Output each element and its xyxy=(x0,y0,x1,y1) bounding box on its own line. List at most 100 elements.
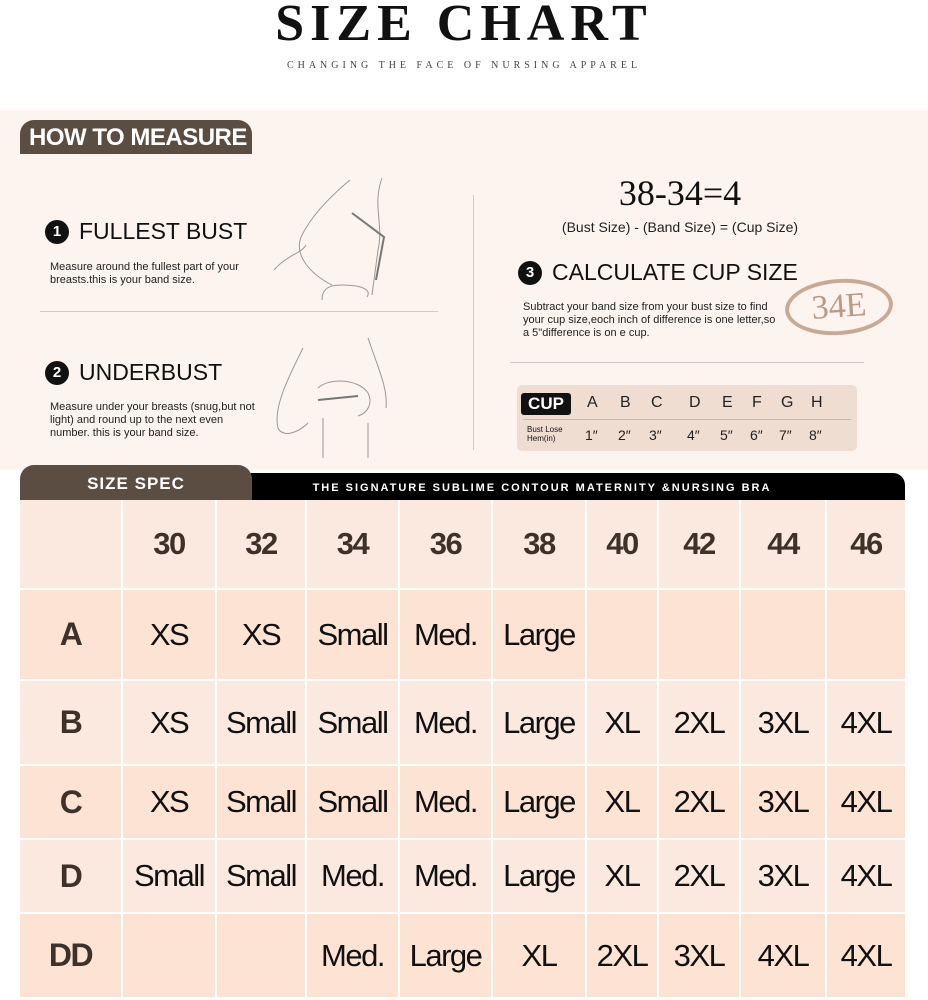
cup-inches: 2″ xyxy=(618,427,631,443)
divider xyxy=(523,419,851,420)
step-title: FULLEST BUST xyxy=(79,218,248,244)
size-cell xyxy=(741,590,825,679)
divider xyxy=(510,362,864,363)
band-header: 36 xyxy=(400,500,491,588)
size-cell: 2XL xyxy=(587,914,657,997)
cup-row-label: DD xyxy=(20,914,121,997)
size-cell: XL xyxy=(493,914,585,997)
size-cell: XL xyxy=(587,681,657,764)
step-description: Subtract your band size from your bust s… xyxy=(523,301,776,339)
size-cell: 3XL xyxy=(741,840,825,912)
cup-letter: G xyxy=(781,394,794,411)
size-cell: Large xyxy=(493,681,585,764)
cup-letter: C xyxy=(651,394,663,411)
cup-letter: F xyxy=(752,394,762,411)
divider xyxy=(40,311,438,312)
size-cell: 4XL xyxy=(741,914,825,997)
step-description: Measure around the fullest part of your … xyxy=(50,261,239,286)
size-cell: 4XL xyxy=(827,840,905,912)
cup-difference-table: CUP Bust Lose Hem(in) A 1″ B 2″ C 3″ D 4″ E 5″ F 6″… xyxy=(517,385,857,451)
size-cell: 3XL xyxy=(741,681,825,764)
size-cell: Small xyxy=(123,840,215,912)
step-number-icon: 3 xyxy=(518,260,542,285)
step-title: CALCULATE CUP SIZE xyxy=(552,259,798,285)
step-number-icon: 2 xyxy=(45,360,69,385)
cup-letter: A xyxy=(587,394,598,411)
corner-cell xyxy=(20,500,121,588)
cup-letter: H xyxy=(811,394,823,411)
band-header: 30 xyxy=(123,500,215,588)
formula-description: (Bust Size) - (Band Size) = (Cup Size) xyxy=(561,219,799,235)
cup-row-label: D xyxy=(20,840,121,912)
size-cell: 2XL xyxy=(659,681,739,764)
formula-example: 38-34=4 xyxy=(618,173,742,213)
cup-label: CUP xyxy=(521,393,571,415)
band-header: 44 xyxy=(741,500,825,588)
size-cell: 3XL xyxy=(659,914,739,997)
size-cell: Large xyxy=(493,840,585,912)
band-header: 42 xyxy=(659,500,739,588)
bust-lose-label: Bust Lose Hem(in) xyxy=(527,425,563,443)
band-header: 38 xyxy=(493,500,585,588)
size-cell: XS xyxy=(123,766,215,838)
size-cell xyxy=(217,914,305,997)
size-cell: Med. xyxy=(400,766,491,838)
size-table: 30 32 34 36 38 40 42 44 46 A XS XS Small Med. Large B XS… xyxy=(20,500,905,997)
size-cell: 3XL xyxy=(741,766,825,838)
size-cell xyxy=(587,590,657,679)
size-cell: XS xyxy=(123,681,215,764)
underbust-illustration-icon xyxy=(276,337,387,458)
page-subtitle: CHANGING THE FACE OF NURSING APPAREL xyxy=(286,60,642,71)
size-cell: 4XL xyxy=(827,681,905,764)
size-cell: Med. xyxy=(307,914,398,997)
size-spec-tab: SIZE SPEC xyxy=(20,465,252,500)
product-name: THE SIGNATURE SUBLIME CONTOUR MATERNITY … xyxy=(312,482,772,494)
cup-letter: D xyxy=(689,394,701,411)
size-cell: Med. xyxy=(307,840,398,912)
size-cell: Small xyxy=(217,840,305,912)
cup-letter: B xyxy=(620,394,631,411)
size-cell: Large xyxy=(493,766,585,838)
fullest-bust-illustration-icon xyxy=(273,177,386,301)
page-title: SIZE CHART xyxy=(275,0,653,52)
cup-row-label: B xyxy=(20,681,121,764)
size-cell: 2XL xyxy=(659,766,739,838)
step-underbust: 2 UNDERBUST xyxy=(45,359,222,386)
size-cell: XS xyxy=(123,590,215,679)
size-cell: XL xyxy=(587,766,657,838)
vertical-divider xyxy=(473,195,474,450)
size-cell xyxy=(123,914,215,997)
cup-inches: 4″ xyxy=(687,427,700,443)
size-cell: 4XL xyxy=(827,766,905,838)
step-fullest-bust: 1 FULLEST BUST xyxy=(45,218,247,245)
step-number-icon: 1 xyxy=(45,219,69,244)
size-cell: Med. xyxy=(400,840,491,912)
size-cell: 2XL xyxy=(659,840,739,912)
band-header: 46 xyxy=(827,500,905,588)
size-cell: 4XL xyxy=(827,914,905,997)
size-cell: Med. xyxy=(400,681,491,764)
size-cell: Small xyxy=(307,681,398,764)
cup-row-label: C xyxy=(20,766,121,838)
band-header: 32 xyxy=(217,500,305,588)
how-to-measure-tab: HOW TO MEASURE xyxy=(20,120,252,154)
step-description: Measure under your breasts (snug,but not… xyxy=(50,401,255,439)
size-cell xyxy=(659,590,739,679)
size-cell: Med. xyxy=(400,590,491,679)
size-cell: Small xyxy=(307,766,398,838)
cup-inches: 7″ xyxy=(779,427,792,443)
size-cell: XL xyxy=(587,840,657,912)
size-cell xyxy=(827,590,905,679)
size-cell: Small xyxy=(217,681,305,764)
size-cell: Large xyxy=(493,590,585,679)
cup-inches: 1″ xyxy=(585,427,598,443)
cup-row-label: A xyxy=(20,590,121,679)
size-cell: Large xyxy=(400,914,491,997)
cup-inches: 8″ xyxy=(809,427,822,443)
cup-inches: 3″ xyxy=(649,427,662,443)
size-cell: XS xyxy=(217,590,305,679)
size-cell: Small xyxy=(217,766,305,838)
cup-inches: 5″ xyxy=(720,427,733,443)
step-calculate-cup: 3 CALCULATE CUP SIZE xyxy=(518,259,798,286)
cup-letter: E xyxy=(722,394,733,411)
